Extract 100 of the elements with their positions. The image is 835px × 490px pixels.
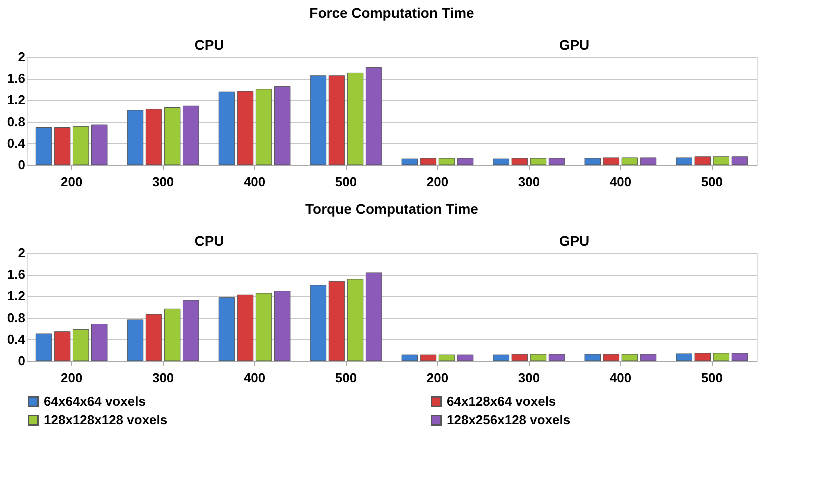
x-tick-label: 500 <box>701 370 724 386</box>
bar <box>512 354 528 362</box>
bar <box>548 158 566 166</box>
legend-label: 64x128x64 voxels <box>447 394 556 409</box>
y-tick-label: 1.2 <box>7 92 26 108</box>
bar <box>438 354 456 362</box>
bar <box>622 354 638 362</box>
bar <box>676 354 692 362</box>
legend-label: 128x256x128 voxels <box>447 412 571 428</box>
chart-title: Force Computation Time <box>310 5 475 21</box>
bar <box>493 354 510 362</box>
bar <box>694 156 712 166</box>
bar <box>493 158 510 166</box>
y-tick-label: 1.6 <box>7 71 26 86</box>
bar <box>366 68 382 166</box>
bar <box>328 76 346 166</box>
bar <box>256 89 272 166</box>
x-tick-label: 300 <box>518 174 540 190</box>
x-tick-label: 300 <box>152 370 174 386</box>
bar <box>127 320 144 362</box>
bar <box>146 109 162 166</box>
bar <box>603 354 620 362</box>
bar <box>713 156 730 166</box>
bar <box>274 86 291 166</box>
bar <box>548 354 566 362</box>
bar <box>584 158 602 166</box>
y-tick-label: 0.4 <box>7 332 26 347</box>
bar <box>530 354 547 362</box>
bar <box>584 354 602 362</box>
bar <box>182 300 200 362</box>
x-tick-label: 500 <box>701 174 724 190</box>
bar <box>457 354 474 362</box>
bar <box>530 158 547 166</box>
bar <box>274 291 291 362</box>
bar <box>402 158 418 166</box>
bar <box>36 334 52 362</box>
x-tick-label: 400 <box>244 174 266 190</box>
bar <box>36 127 52 166</box>
bar <box>182 106 200 166</box>
bar <box>237 294 254 362</box>
y-tick-label: 2 <box>18 246 26 260</box>
y-tick-label: 0 <box>18 354 26 368</box>
text: GPU <box>559 37 590 53</box>
x-tick-label: 400 <box>244 370 266 386</box>
bar <box>457 158 474 166</box>
bar <box>310 76 327 166</box>
x-tick-label: 200 <box>426 370 449 386</box>
bar <box>218 92 236 166</box>
y-tick-label: 0.8 <box>7 114 26 130</box>
bar <box>347 72 364 166</box>
bar <box>218 298 236 362</box>
bar <box>732 156 748 166</box>
bar <box>72 329 90 362</box>
text: GPU <box>559 233 590 249</box>
bar <box>54 332 71 362</box>
bar <box>640 158 657 166</box>
y-tick-label: 0.4 <box>7 136 26 151</box>
y-tick-label: 0 <box>18 158 26 172</box>
bar <box>347 279 364 362</box>
y-tick-label: 1.6 <box>7 267 26 282</box>
bar <box>622 158 638 166</box>
bar <box>92 124 108 166</box>
x-tick-label: 500 <box>335 370 358 386</box>
bar <box>420 354 437 362</box>
bar <box>146 314 162 362</box>
bar <box>164 308 181 362</box>
bar <box>713 353 730 362</box>
bar <box>54 127 71 166</box>
bar <box>640 354 657 362</box>
x-tick-label: 400 <box>610 370 632 386</box>
y-tick-label: 1.2 <box>7 288 26 304</box>
legend-label: 128x128x128 voxels <box>44 412 168 428</box>
x-tick-label: 200 <box>60 174 83 190</box>
bar <box>366 272 382 362</box>
text: CPU <box>194 37 224 53</box>
bar <box>694 353 712 362</box>
bar <box>438 158 456 166</box>
x-tick-label: 300 <box>152 174 174 190</box>
bar <box>676 158 692 166</box>
bar <box>72 126 90 166</box>
y-tick-label: 0.8 <box>7 310 26 326</box>
bar <box>732 353 748 362</box>
bar <box>237 91 254 166</box>
bar <box>603 158 620 166</box>
bar <box>402 354 418 362</box>
text: CPU <box>194 233 224 249</box>
legend-label: 64x64x64 voxels <box>44 394 146 409</box>
x-tick-label: 200 <box>426 174 449 190</box>
chart-title: Torque Computation Time <box>306 201 479 217</box>
x-tick-label: 500 <box>335 174 358 190</box>
bar <box>256 293 272 362</box>
bar <box>164 108 181 166</box>
bar <box>328 281 346 362</box>
bar <box>512 158 528 166</box>
bar <box>420 158 437 166</box>
x-tick-label: 400 <box>610 174 632 190</box>
bar <box>127 110 144 166</box>
y-tick-label: 2 <box>18 50 26 64</box>
x-tick-label: 300 <box>518 370 540 386</box>
bar <box>92 324 108 362</box>
